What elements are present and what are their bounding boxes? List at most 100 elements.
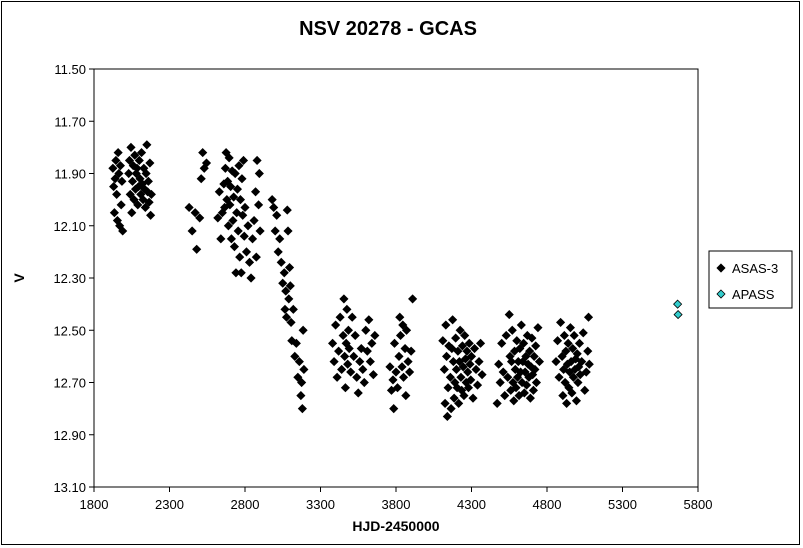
- data-point-asas-3: [551, 357, 561, 367]
- data-point-asas-3: [243, 221, 253, 231]
- data-point-asas-3: [448, 357, 458, 367]
- data-point-asas-3: [353, 388, 363, 398]
- data-point-asas-3: [574, 338, 585, 348]
- data-point-asas-3: [359, 377, 369, 388]
- data-point-asas-3: [388, 375, 398, 385]
- data-point-asas-3: [516, 320, 526, 330]
- data-point-asas-3: [226, 181, 236, 192]
- data-point-asas-3: [355, 357, 365, 367]
- data-point-asas-3: [279, 268, 289, 278]
- data-point-asas-3: [520, 367, 530, 377]
- data-point-asas-3: [472, 380, 483, 390]
- data-point-asas-3: [276, 257, 286, 267]
- data-point-asas-3: [442, 351, 452, 361]
- x-tick-label: 4300: [457, 497, 486, 512]
- data-point-asas-3: [340, 351, 350, 361]
- data-point-asas-3: [448, 315, 458, 325]
- data-point-asas-3: [533, 323, 543, 333]
- plot-area: [93, 68, 699, 488]
- data-point-asas-3: [240, 202, 250, 213]
- data-point-asas-3: [447, 343, 457, 354]
- data-point-asas-3: [192, 244, 202, 254]
- data-point-asas-3: [251, 187, 261, 197]
- data-point-asas-3: [117, 176, 127, 186]
- data-point-asas-3: [368, 370, 378, 380]
- data-point-asas-3: [565, 323, 575, 333]
- data-point-asas-3: [568, 343, 578, 354]
- data-point-asas-3: [142, 140, 152, 150]
- y-tick-label: 13.10: [53, 480, 86, 495]
- data-point-asas-3: [442, 411, 452, 422]
- data-point-asas-3: [498, 367, 508, 377]
- data-point-asas-3: [216, 234, 226, 244]
- data-point-asas-3: [531, 341, 541, 351]
- data-point-asas-3: [534, 357, 545, 367]
- data-point-asas-3: [563, 338, 573, 348]
- data-point-asas-3: [145, 158, 155, 168]
- data-point-asas-3: [249, 215, 259, 226]
- legend: ASAS-3 APASS: [708, 250, 793, 309]
- data-point-asas-3: [456, 372, 466, 382]
- data-point-asas-3: [346, 367, 356, 377]
- data-point-asas-3: [441, 320, 451, 330]
- data-point-asas-3: [463, 367, 473, 377]
- data-point-asas-3: [273, 247, 283, 257]
- data-point-asas-3: [475, 338, 486, 348]
- data-point-asas-3: [224, 153, 234, 163]
- data-point-asas-3: [109, 208, 119, 218]
- data-point-asas-3: [494, 359, 504, 369]
- data-point-asas-3: [127, 176, 138, 186]
- data-point-asas-3: [198, 148, 208, 158]
- data-point-apass: [673, 299, 683, 309]
- data-point-asas-3: [349, 351, 359, 361]
- data-point-asas-3: [220, 163, 230, 173]
- data-point-asas-3: [356, 343, 366, 354]
- data-point-asas-3: [235, 252, 245, 262]
- data-point-asas-3: [458, 362, 468, 372]
- x-tick-label: 5300: [608, 497, 637, 512]
- data-point-asas-3: [400, 343, 410, 354]
- data-point-asas-3: [466, 351, 477, 361]
- data-point-asas-3: [569, 330, 579, 341]
- data-point-asas-3: [365, 357, 375, 367]
- data-point-asas-3: [133, 200, 143, 210]
- data-point-asas-3: [223, 221, 233, 231]
- data-point-asas-3: [440, 398, 450, 408]
- data-point-asas-3: [226, 234, 236, 244]
- legend-label: APASS: [732, 287, 775, 302]
- data-point-asas-3: [395, 312, 405, 322]
- data-point-asas-3: [124, 155, 135, 166]
- data-point-asas-3: [583, 346, 593, 356]
- data-point-asas-3: [332, 372, 342, 382]
- data-point-asas-3: [252, 155, 262, 166]
- data-point-asas-3: [195, 213, 205, 223]
- data-point-asas-3: [398, 372, 409, 382]
- data-point-asas-3: [527, 333, 537, 343]
- data-point-asas-3: [386, 385, 397, 395]
- data-point-asas-3: [525, 393, 535, 403]
- data-point-asas-3: [270, 226, 280, 236]
- data-point-asas-3: [337, 364, 347, 375]
- data-point-asas-3: [275, 234, 285, 244]
- data-point-asas-3: [130, 150, 140, 160]
- data-point-asas-3: [126, 142, 136, 152]
- data-point-asas-3: [146, 210, 156, 220]
- data-point-asas-3: [583, 312, 594, 322]
- data-point-asas-3: [474, 357, 484, 367]
- data-point-asas-3: [451, 333, 461, 343]
- data-point-asas-3: [519, 338, 529, 348]
- data-point-asas-3: [511, 383, 521, 393]
- data-point-asas-3: [406, 346, 416, 356]
- data-point-asas-3: [328, 338, 338, 348]
- y-tick-label: 11.50: [54, 62, 86, 77]
- chart-title: NSV 20278 - GCAS: [299, 18, 477, 40]
- data-point-asas-3: [146, 189, 156, 199]
- data-point-asas-3: [581, 367, 591, 377]
- data-point-asas-3: [395, 330, 406, 341]
- data-points: [108, 140, 683, 422]
- data-point-asas-3: [471, 364, 481, 375]
- data-point-asas-3: [291, 338, 301, 348]
- data-point-asas-3: [557, 351, 567, 361]
- data-point-asas-3: [251, 252, 261, 262]
